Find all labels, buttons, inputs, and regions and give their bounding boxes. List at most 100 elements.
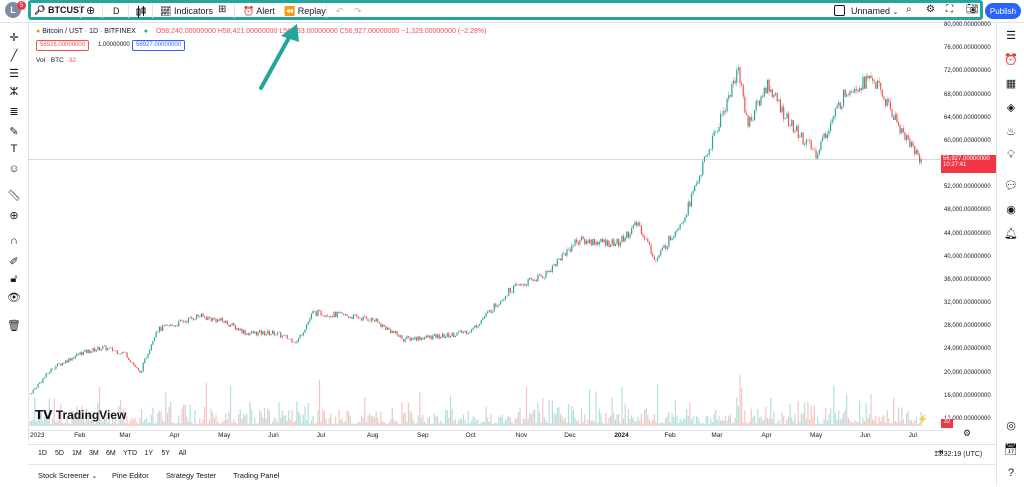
candle [163,324,165,327]
volume-bar [173,422,175,426]
candle [171,324,173,327]
watchlist-icon[interactable]: ☰ [1006,29,1016,42]
candle [144,357,146,364]
candle [174,325,177,328]
notifications-bell-icon[interactable]: 🔔︎ [1004,227,1018,240]
horizontal-lines-icon[interactable]: ☰ [9,67,19,80]
camera-snapshot-icon[interactable]: 📷︎ [966,4,979,15]
timeframe-button-1d[interactable]: 1D [38,450,47,457]
replay-button[interactable]: ⏪ Replay [284,6,326,16]
candle [289,338,291,340]
buy-price-box[interactable]: 56927.00000000 [132,40,186,51]
volume-bar [425,423,427,426]
volume-bar [839,420,841,426]
volume-bar [550,423,552,426]
timeframe-button-3m[interactable]: 3M [89,450,99,457]
target-icon[interactable]: ◎ [1006,419,1016,432]
object-tree-icon[interactable]: ▦ [1005,77,1017,90]
sell-price-box[interactable]: 56926.00000000 [36,40,90,51]
magnet-icon[interactable]: ∩ [10,235,18,247]
volume-bar [270,423,272,426]
stay-in-drawing-mode-icon[interactable]: ✐ [9,255,19,268]
utc-clock[interactable]: 13:32:19 (UTC) [934,451,983,458]
volume-bar [917,423,919,426]
timeframe-button-ytd[interactable]: YTD [123,450,137,457]
calendar-icon[interactable]: 📅︎ [1004,443,1018,456]
candles-chart-type-icon[interactable] [136,5,146,23]
candle [304,329,306,334]
layout-checkbox-icon[interactable] [834,5,845,16]
toolbar-divider [326,4,327,18]
strategy-tester-tab[interactable]: Strategy Tester [166,471,217,480]
price-chart[interactable] [28,22,943,430]
timeframe-button-5y[interactable]: 5Y [161,450,171,457]
ideas-lightbulb-icon[interactable]: 💡︎ [1007,148,1015,161]
candle [868,75,870,82]
ruler-icon[interactable]: 📏︎ [7,189,21,202]
candle [208,316,211,320]
volume-bar [390,419,392,426]
hotlist-flame-icon[interactable]: ♨ [1006,125,1016,138]
crosshair-icon[interactable]: ✛ [9,31,19,44]
candle [519,283,521,287]
volume-bar [378,422,380,426]
brush-icon[interactable]: ✎ [9,125,19,138]
candle [448,331,450,339]
pine-editor-tab[interactable]: Pine Editor [112,471,149,480]
axis-settings-gear-icon[interactable]: ⚙ [963,428,972,438]
time-axis-label: Dec [564,432,576,439]
volume-bar [79,413,81,426]
candle [736,67,738,87]
time-axis-line [28,430,943,431]
timeframe-button-1m[interactable]: 1M [72,450,82,457]
emoji-icon[interactable]: ☺ [8,163,20,175]
undo-icon[interactable]: ↶ [336,6,344,16]
candle [76,352,78,357]
candle [737,64,739,74]
symbol-search-button[interactable]: 🔎︎ BTCUST [34,5,85,15]
time-axis-label: Feb [74,432,86,439]
indicators-button[interactable]: 📈︎ Indicators [160,6,213,16]
volume-bar [776,422,778,426]
trend-line-icon[interactable]: ╱ [10,49,18,62]
trash-icon[interactable]: 🗑︎ [7,319,21,332]
candle [650,242,652,256]
layers-icon[interactable]: ◈ [1006,101,1016,114]
volume-bar [719,420,722,426]
zoom-in-icon[interactable]: ⊕ [9,209,19,222]
volume-bar [753,415,756,426]
timeframe-button-6m[interactable]: 6M [106,450,116,457]
publish-button[interactable]: Publish [985,3,1021,19]
templates-grid-icon[interactable]: ⊞ [218,4,227,15]
stock-screener-tab[interactable]: Stock Screener ⌄ [38,471,98,480]
lock-icon[interactable]: 🔓︎ [10,272,18,285]
streams-broadcast-icon[interactable]: ◉ [1006,203,1016,216]
help-icon[interactable]: ? [1007,467,1015,479]
interval-button[interactable]: D [113,6,120,16]
eye-icon[interactable]: 👁︎ [7,291,21,304]
compare-add-symbol-icon[interactable]: ⊕ [86,5,96,17]
volume-bar [208,419,211,426]
layout-name-dropdown[interactable]: Unnamed ⌄ [851,6,899,16]
time-axis-label: Jul [908,432,917,439]
time-axis-label: Jun [860,432,871,439]
text-tool-icon[interactable]: T [10,143,18,155]
chat-icon[interactable]: 💬︎ [1004,179,1018,192]
price-axis-label: 28,000.00000000 [944,323,991,330]
candle [786,111,788,119]
candle [394,331,397,335]
trading-panel-tab[interactable]: Trading Panel [233,471,280,480]
fullscreen-icon[interactable]: ⛶ [946,4,953,15]
timeframe-button-5d[interactable]: 5D [55,450,64,457]
alerts-clock-icon[interactable]: ⏰ [1004,53,1018,66]
settings-gear-icon[interactable]: ⚙ [926,4,935,15]
fib-retracement-icon[interactable]: ≣ [9,105,19,118]
alert-button[interactable]: ⏰ Alert [243,6,275,16]
events-icon[interactable]: ⚡ [917,414,929,424]
quick-search-icon[interactable]: ⌕ [906,4,912,15]
timeframe-button-all[interactable]: All [178,450,187,457]
pitchfork-icon[interactable]: ⵣ [9,85,19,98]
redo-icon[interactable]: ↷ [354,6,362,16]
timeframe-button-1y[interactable]: 1Y [144,450,154,457]
date-range-icon[interactable]: ⇥ [935,447,944,458]
